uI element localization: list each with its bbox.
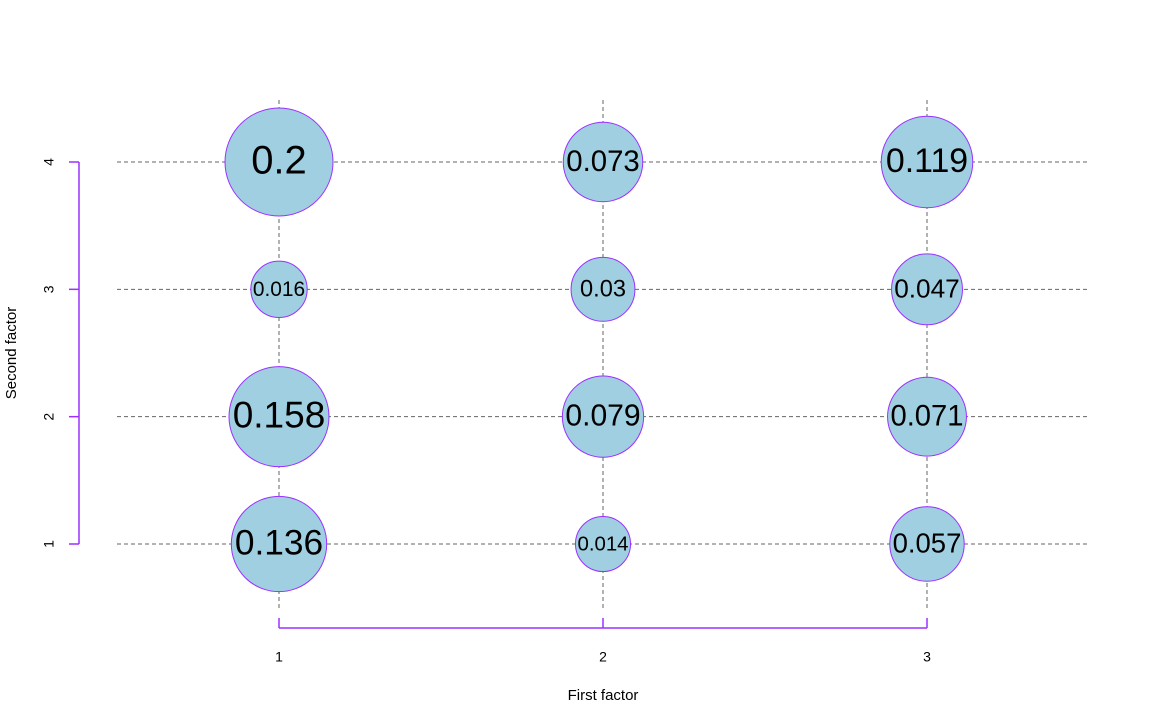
value-label: 0.119 — [886, 142, 968, 180]
x-axis-title: First factor — [568, 687, 639, 704]
y-tick-label: 4 — [41, 158, 57, 166]
balloon — [562, 121, 644, 203]
balloon — [880, 115, 974, 209]
y-tick-label: 3 — [41, 285, 57, 293]
value-label: 0.2 — [251, 139, 307, 183]
value-label: 0.016 — [253, 278, 305, 301]
value-label: 0.136 — [235, 523, 323, 562]
balloon — [250, 260, 308, 319]
value-label: 0.047 — [894, 273, 960, 303]
value-label: 0.071 — [890, 400, 963, 432]
y-tick-label: 2 — [41, 413, 57, 421]
balloon — [891, 253, 963, 326]
y-axis-title: Second factor — [3, 307, 20, 400]
balloon — [887, 376, 967, 457]
value-label: 0.03 — [580, 277, 626, 303]
balloon — [574, 515, 632, 573]
balloon — [889, 506, 965, 582]
x-tick-label: 1 — [275, 649, 283, 665]
y-tick-label: 1 — [41, 540, 57, 548]
x-tick-label: 3 — [923, 649, 931, 665]
balloon — [561, 375, 645, 458]
value-label: 0.079 — [565, 400, 640, 433]
value-label: 0.057 — [893, 527, 962, 558]
value-label: 0.158 — [233, 394, 326, 435]
x-tick-label: 2 — [599, 649, 607, 665]
value-label: 0.073 — [566, 145, 640, 178]
balloon — [570, 256, 636, 322]
balloon — [228, 366, 330, 468]
balloon — [230, 495, 328, 593]
balloon — [224, 107, 334, 217]
value-label: 0.014 — [577, 533, 628, 555]
